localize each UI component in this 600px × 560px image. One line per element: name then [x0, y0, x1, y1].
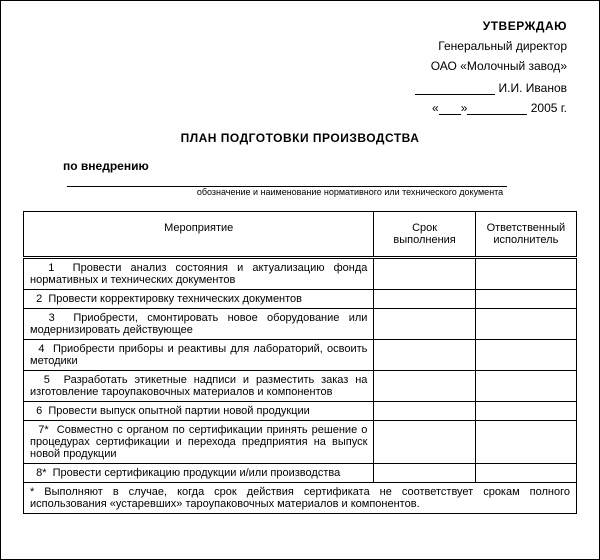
signer-name: И.И. Иванов: [499, 81, 567, 95]
responsible-cell: [475, 464, 576, 483]
due-cell: [374, 258, 475, 290]
responsible-cell: [475, 402, 576, 421]
due-cell: [374, 309, 475, 340]
plan-title: ПЛАН ПОДГОТОВКИ ПРОИЗВОДСТВА: [23, 131, 577, 145]
col-header-task: Мероприятие: [24, 212, 374, 258]
approver-company: ОАО «Молочный завод»: [23, 59, 567, 73]
task-cell: 8* Провести сертификацию продукции и/или…: [24, 464, 374, 483]
intro-subtext: обозначение и наименование нормативного …: [123, 187, 577, 197]
date-month-underline: [467, 102, 527, 115]
signature-line: И.И. Иванов: [415, 81, 567, 95]
approval-date-line: «» 2005 г.: [23, 101, 567, 115]
responsible-cell: [475, 371, 576, 402]
task-cell: 6 Провести выпуск опытной партии новой п…: [24, 402, 374, 421]
task-cell: 5 Разработать этикетные надписи и размес…: [24, 371, 374, 402]
table-footnote-row: * Выполняют в случае, когда срок действи…: [24, 483, 577, 514]
intro-label: по внедрению: [63, 159, 149, 173]
table-row: 6 Провести выпуск опытной партии новой п…: [24, 402, 577, 421]
due-cell: [374, 464, 475, 483]
table-row: 5 Разработать этикетные надписи и размес…: [24, 371, 577, 402]
table-row: 8* Провести сертификацию продукции и/или…: [24, 464, 577, 483]
responsible-cell: [475, 340, 576, 371]
approver-position: Генеральный директор: [23, 39, 567, 53]
responsible-cell: [475, 421, 576, 464]
task-cell: 4 Приобрести приборы и реактивы для лабо…: [24, 340, 374, 371]
date-day-underline: [439, 102, 461, 115]
col-header-due: Срок выполнения: [374, 212, 475, 258]
due-cell: [374, 340, 475, 371]
task-cell: 2 Провести корректировку технических док…: [24, 290, 374, 309]
table-row: 3 Приобрести, смонтировать новое оборудо…: [24, 309, 577, 340]
responsible-cell: [475, 258, 576, 290]
approval-block: УТВЕРЖДАЮ Генеральный директор ОАО «Моло…: [23, 19, 567, 115]
table-header-row: Мероприятие Срок выполнения Ответственны…: [24, 212, 577, 258]
intro-line: по внедрению: [63, 159, 577, 187]
task-cell: 1 Провести анализ состояния и актуализац…: [24, 258, 374, 290]
due-cell: [374, 402, 475, 421]
approve-word: УТВЕРЖДАЮ: [23, 19, 567, 33]
table-footnote: * Выполняют в случае, когда срок действи…: [24, 483, 577, 514]
task-cell: 7* Совместно с органом по сертификации п…: [24, 421, 374, 464]
col-header-responsible: Ответственный исполнитель: [475, 212, 576, 258]
due-cell: [374, 290, 475, 309]
due-cell: [374, 421, 475, 464]
table-row: 7* Совместно с органом по сертификации п…: [24, 421, 577, 464]
intro-underline: [67, 174, 507, 187]
responsible-cell: [475, 290, 576, 309]
task-cell: 3 Приобрести, смонтировать новое оборудо…: [24, 309, 374, 340]
due-cell: [374, 371, 475, 402]
date-year: 2005 г.: [531, 101, 567, 115]
signature-underline: [415, 82, 495, 95]
table-row: 4 Приобрести приборы и реактивы для лабо…: [24, 340, 577, 371]
plan-table: Мероприятие Срок выполнения Ответственны…: [23, 211, 577, 514]
table-body: 1 Провести анализ состояния и актуализац…: [24, 258, 577, 483]
table-row: 1 Провести анализ состояния и актуализац…: [24, 258, 577, 290]
responsible-cell: [475, 309, 576, 340]
document-page: УТВЕРЖДАЮ Генеральный директор ОАО «Моло…: [0, 0, 600, 560]
table-row: 2 Провести корректировку технических док…: [24, 290, 577, 309]
